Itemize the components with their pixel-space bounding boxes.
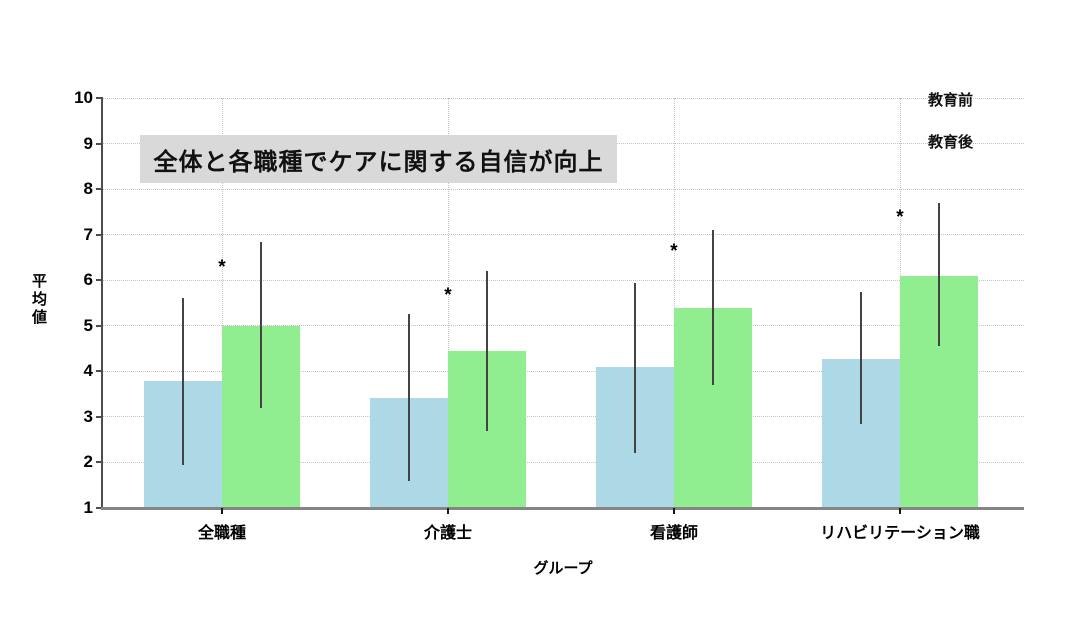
error-bar-s1-c3: [938, 202, 940, 347]
error-bar-s1-c1: [486, 271, 488, 431]
y-tick-mark-3: [96, 415, 102, 418]
y-axis-title: 平均値: [30, 273, 47, 327]
error-bar-s1-c2: [712, 230, 714, 385]
x-axis-baseline: [101, 507, 1024, 510]
y-tick-mark-9: [96, 142, 102, 145]
x-tick-mark-c0: [221, 508, 223, 514]
x-tick-label-c1: 介護士: [423, 525, 473, 542]
x-tick-label-c2: 看護師: [649, 525, 699, 542]
legend: 教育前 教育後: [902, 85, 999, 158]
gridline-horizontal-5: [103, 325, 1024, 327]
y-tick-mark-1: [96, 507, 102, 509]
y-tick-label-2: 2: [83, 452, 93, 472]
significance-star-c0: *: [218, 257, 226, 279]
legend-item-before-education: 教育前: [927, 92, 973, 109]
error-bar-s0-c2: [634, 282, 636, 454]
x-tick-mark-c2: [673, 508, 675, 514]
gridline-vertical-c0: [221, 98, 223, 508]
x-tick-mark-c1: [447, 508, 449, 514]
x-tick-label-c0: 全職種: [197, 525, 247, 542]
y-tick-mark-2: [96, 461, 102, 464]
y-tick-label-4: 4: [83, 361, 93, 381]
significance-star-c3: *: [896, 207, 904, 229]
gridline-vertical-c2: [673, 98, 675, 508]
y-tick-mark-6: [96, 279, 102, 282]
gridline-horizontal-3: [103, 416, 1024, 418]
gridline-vertical-c1: [447, 98, 449, 508]
error-bar-s0-c0: [182, 298, 184, 465]
legend-item-after-education: 教育後: [927, 134, 973, 151]
gridline-horizontal-6: [103, 279, 1024, 281]
y-axis-spine: [101, 97, 103, 510]
x-tick-mark-c3: [899, 508, 901, 514]
gridline-horizontal-4: [103, 370, 1024, 372]
y-tick-label-6: 6: [83, 270, 93, 290]
gridline-horizontal-8: [103, 188, 1024, 190]
gridline-horizontal-2: [103, 461, 1024, 463]
chart-title: 全体と各職種でケアに関する自信が向上: [140, 135, 617, 183]
gridline-horizontal-10: [103, 97, 1024, 99]
y-tick-mark-5: [96, 324, 102, 327]
x-tick-label-c3: リハビリテーション職: [820, 525, 980, 542]
significance-star-c2: *: [670, 241, 678, 263]
y-tick-mark-4: [96, 370, 102, 373]
y-tick-label-3: 3: [83, 406, 93, 426]
y-tick-label-7: 7: [83, 224, 93, 244]
gridline-horizontal-7: [103, 234, 1024, 236]
error-bar-s0-c1: [408, 314, 410, 481]
y-tick-label-1: 1: [83, 498, 93, 517]
x-axis-title: グループ: [533, 560, 593, 577]
error-bar-s1-c0: [260, 241, 262, 408]
y-tick-label-5: 5: [83, 315, 93, 335]
y-tick-label-9: 9: [83, 133, 93, 153]
y-tick-mark-10: [96, 97, 102, 99]
y-tick-label-10: 10: [74, 88, 93, 107]
y-tick-mark-8: [96, 188, 102, 191]
significance-star-c1: *: [444, 284, 452, 306]
y-tick-label-8: 8: [83, 179, 93, 199]
y-tick-mark-7: [96, 233, 102, 236]
plot-area: 1 2 3 4 5 6 7 8 9 10 全職種 介護士 看護師 リハビリテーション職 * * * *: [74, 88, 1024, 542]
error-bar-s0-c3: [860, 291, 862, 424]
